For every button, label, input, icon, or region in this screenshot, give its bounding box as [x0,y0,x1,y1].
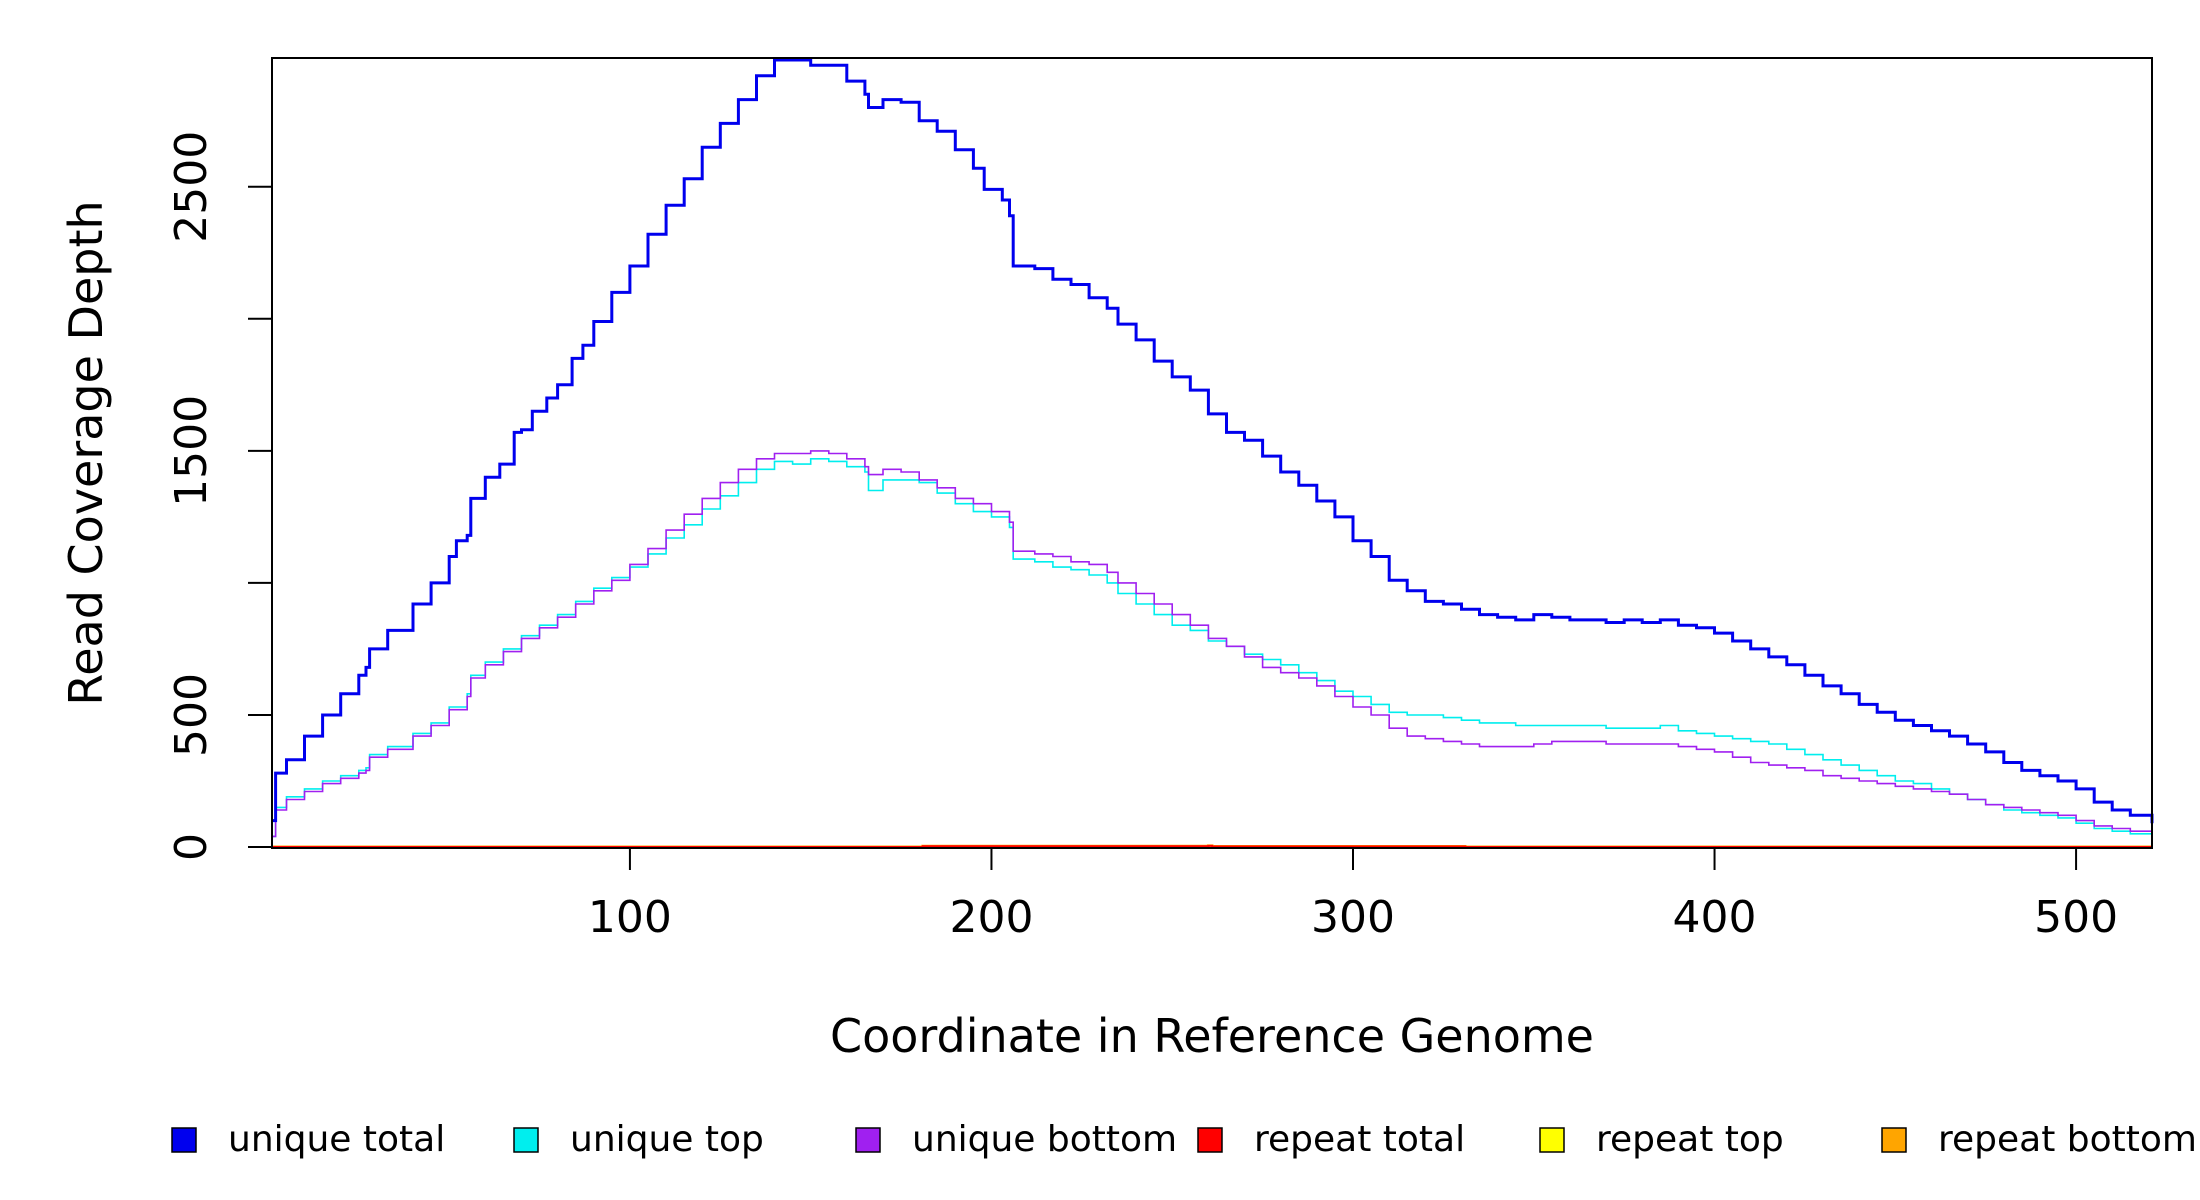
legend-label: repeat top [1596,1119,1784,1160]
x-tick-label: 100 [588,892,672,943]
legend-label: repeat total [1254,1119,1465,1160]
y-axis: 0 500 1500 2500 [166,131,272,861]
y-tick-label: 0 [166,833,217,861]
series-line-repeat-total [272,844,2152,848]
legend-swatch [513,1127,539,1153]
y-tick-label: 2500 [166,131,217,243]
y-tick-label: 1500 [166,395,217,507]
legend: unique total unique top unique bottom repea… [171,1119,2197,1160]
plot-frame [271,57,2153,849]
legend-swatch [171,1127,197,1153]
x-tick-label: 500 [2034,892,2118,943]
y-tick-label: 500 [166,673,217,757]
x-axis-title: Coordinate in Reference Genome [830,1009,1594,1063]
legend-label: unique bottom [912,1119,1177,1160]
legend-swatch [855,1127,881,1153]
series-layer [272,58,2154,849]
legend-swatch [1197,1127,1223,1153]
x-tick-label: 300 [1311,892,1395,943]
legend-swatch [1539,1127,1565,1153]
series-line-unique-bottom [272,450,2153,838]
x-tick-label: 400 [1673,892,1757,943]
series-line-unique-total [272,58,2154,824]
y-axis-title: Read Coverage Depth [59,200,113,705]
legend-swatch [1881,1127,1907,1153]
legend-label: unique total [228,1119,445,1160]
x-tick-label: 200 [949,892,1033,943]
x-axis: 100 200 300 400 500 [588,848,2118,943]
series-line-unique-top [272,458,2153,838]
legend-label: unique top [570,1119,764,1160]
legend-label: repeat bottom [1938,1119,2197,1160]
